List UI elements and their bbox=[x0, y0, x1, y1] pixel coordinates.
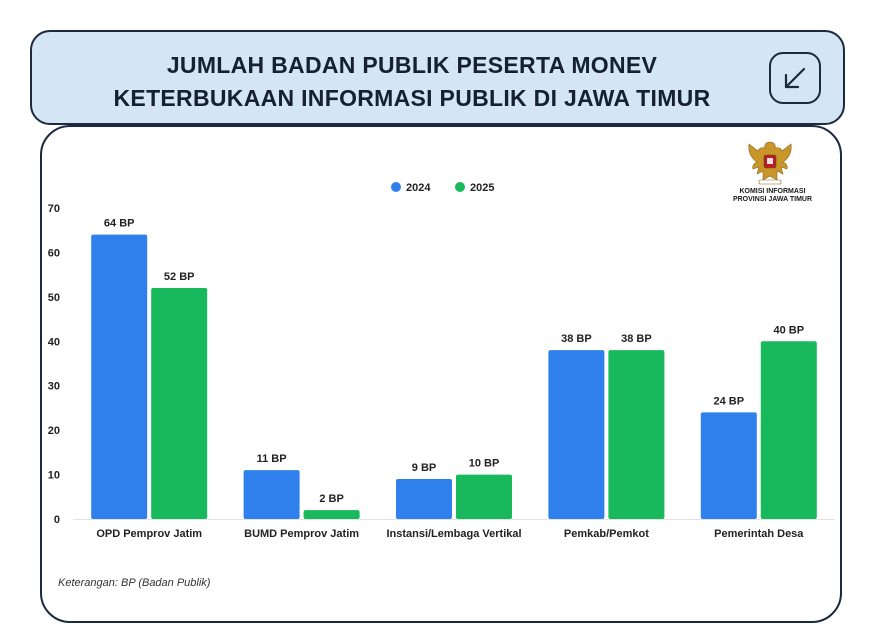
data-label: 64 BP bbox=[104, 218, 135, 230]
bar-2025 bbox=[151, 287, 208, 519]
y-tick-label: 20 bbox=[48, 425, 60, 437]
arrow-down-left-icon bbox=[784, 67, 806, 89]
bar-2025 bbox=[456, 474, 512, 519]
data-label: 11 BP bbox=[257, 453, 287, 465]
data-label: 9 BP bbox=[412, 462, 436, 474]
y-tick-label: 70 bbox=[48, 203, 60, 215]
data-label: 24 BP bbox=[714, 395, 745, 407]
arrow-down-left-button[interactable] bbox=[769, 52, 821, 104]
x-tick-label: BUMD Pemprov Jatim bbox=[244, 528, 359, 540]
data-label: 10 BP bbox=[469, 458, 500, 470]
org-name-line-1: KOMISI INFORMASI bbox=[739, 188, 806, 195]
bar-2024 bbox=[548, 350, 605, 519]
x-tick-label: Pemerintah Desa bbox=[714, 528, 804, 540]
bar-2024 bbox=[700, 412, 757, 519]
x-tick-label: Instansi/Lembaga Vertikal bbox=[386, 528, 521, 540]
bar-2024 bbox=[396, 479, 452, 519]
bar-2024 bbox=[91, 234, 148, 519]
org-name-line-2: PROVINSI JAWA TIMUR bbox=[732, 196, 813, 203]
bar-2025 bbox=[303, 510, 360, 519]
data-label: 38 BP bbox=[621, 333, 652, 345]
y-tick-label: 40 bbox=[48, 336, 60, 348]
data-label: 2 BP bbox=[319, 493, 343, 505]
y-tick-label: 60 bbox=[48, 247, 60, 259]
bar-2025 bbox=[760, 341, 817, 519]
title-banner: JUMLAH BADAN PUBLIK PESERTA MONEV KETERB… bbox=[30, 30, 845, 125]
y-tick-label: 30 bbox=[48, 381, 60, 393]
chart-card bbox=[40, 125, 842, 623]
data-label: 40 BP bbox=[774, 324, 805, 336]
garuda-emblem-icon bbox=[748, 141, 792, 185]
chart-title-line-2: KETERBUKAAN INFORMASI PUBLIK DI JAWA TIM… bbox=[113, 85, 711, 111]
data-label: 52 BP bbox=[164, 271, 195, 283]
x-tick-label: OPD Pemprov Jatim bbox=[96, 528, 202, 540]
legend-label-2024: 2024 bbox=[406, 182, 431, 194]
x-tick-label: Pemkab/Pemkot bbox=[564, 528, 649, 540]
chart-title-line-1: JUMLAH BADAN PUBLIK PESERTA MONEV bbox=[166, 52, 658, 78]
bar-2025 bbox=[608, 350, 665, 519]
bar-2024 bbox=[243, 470, 300, 519]
y-tick-label: 50 bbox=[48, 292, 60, 304]
legend-marker-2025 bbox=[455, 182, 465, 192]
footnote: Keterangan: BP (Badan Publik) bbox=[58, 577, 211, 589]
legend-marker-2024 bbox=[391, 182, 401, 192]
data-label: 38 BP bbox=[561, 333, 592, 345]
legend-label-2025: 2025 bbox=[470, 182, 494, 194]
y-tick-label: 10 bbox=[48, 470, 60, 482]
y-tick-label: 0 bbox=[54, 514, 60, 526]
